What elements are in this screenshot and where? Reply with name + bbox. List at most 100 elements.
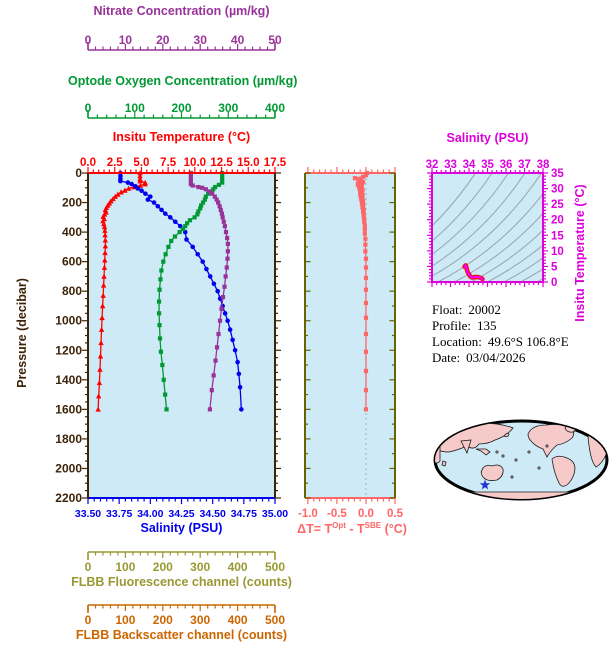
nitrate-marker <box>219 306 224 312</box>
oxygen-marker <box>157 323 162 328</box>
pressure-tick-label: 0 <box>75 166 82 180</box>
nitrate-tick-label: 10 <box>119 33 133 47</box>
delta-t-marker <box>359 183 365 188</box>
nitrate-marker <box>216 200 221 205</box>
ts-salinity-tick-label: 34 <box>463 159 476 171</box>
oxygen-marker <box>199 203 204 208</box>
salinity-marker <box>143 191 148 196</box>
salinity-tick-label: 33.50 <box>75 508 101 520</box>
delta-t-marker <box>363 275 369 280</box>
ts-contour-line <box>432 173 477 227</box>
nitrate-marker <box>214 345 220 350</box>
oxygen-marker <box>177 229 182 235</box>
temperature-marker <box>95 406 101 412</box>
nitrate-tick-label: 50 <box>268 33 282 47</box>
nitrate-tick-label: 20 <box>156 33 170 47</box>
backscatter-tick-label: 500 <box>265 613 285 627</box>
nitrate-marker <box>225 249 230 254</box>
salinity-marker <box>195 251 201 257</box>
temperature-tick-label: 12.5 <box>210 157 233 169</box>
delta-t-marker <box>358 191 363 196</box>
pressure-tick-label: 2200 <box>55 491 82 505</box>
map-float-star <box>479 479 491 490</box>
map-land-south-america <box>551 455 576 487</box>
temperature-marker <box>96 379 103 386</box>
ts-salinity-tick-label: 35 <box>481 159 494 171</box>
info-profile-value: 135 <box>477 318 497 333</box>
nitrate-marker <box>188 174 193 179</box>
temperature-marker <box>102 237 109 243</box>
delta-t-marker <box>363 236 368 241</box>
oxygen-tick-label: 100 <box>125 101 145 115</box>
nitrate-marker <box>209 388 214 393</box>
temperature-marker <box>142 181 148 187</box>
delta-t-marker <box>360 188 365 193</box>
ts-contour-line <box>432 173 526 267</box>
nitrate-marker <box>214 197 219 202</box>
temperature-marker <box>99 303 106 309</box>
temperature-marker <box>97 366 103 372</box>
temperature-marker <box>98 326 105 332</box>
nitrate-marker <box>220 294 226 300</box>
pressure-tick-label: 400 <box>62 225 82 239</box>
oxygen-marker <box>209 189 214 194</box>
oxygen-tick-label: 400 <box>265 101 285 115</box>
ts-temperature-tick-label: 5 <box>551 261 558 273</box>
ts-plot-background <box>432 173 543 282</box>
fluorescence-tick-label: 100 <box>115 560 135 574</box>
salinity-marker <box>227 327 233 332</box>
ts-temperature-tick-label: 20 <box>551 215 564 227</box>
nitrate-tick-label: 0 <box>85 33 92 47</box>
map-land-india <box>460 439 472 455</box>
fluorescence-tick-label: 200 <box>153 560 173 574</box>
backscatter-axis-title: FLBB Backscatter channel (counts) <box>75 628 288 642</box>
temperature-marker <box>95 393 102 399</box>
ts-salinity-tick-label: 37 <box>518 159 531 171</box>
temperature-marker <box>100 282 107 288</box>
delta-t-marker <box>362 216 367 221</box>
oxygen-axis-title: Optode Oxygen Concentration (µm/kg) <box>68 74 298 88</box>
map-land-north-america <box>527 424 575 458</box>
salinity-marker <box>151 200 157 205</box>
pressure-tick-label: 600 <box>62 255 82 269</box>
info-float-label: Float: <box>432 302 463 317</box>
temperature-marker <box>102 227 108 233</box>
temperature-tick-label: 10.0 <box>184 157 206 169</box>
delta-t-marker <box>363 407 369 412</box>
delta-t-marker <box>357 186 362 192</box>
pressure-tick-label: 1200 <box>55 343 82 357</box>
temperature-marker <box>102 232 108 238</box>
temperature-marker <box>101 264 108 270</box>
ts-contour-line <box>469 229 543 282</box>
delta-t-marker <box>362 219 367 224</box>
oxygen-marker <box>216 182 221 187</box>
pressure-tick-label: 1000 <box>55 314 82 328</box>
nitrate-marker <box>225 241 230 247</box>
map-land-madagascar <box>441 460 447 467</box>
ts-salinity-tick-label: 38 <box>537 159 550 171</box>
map-island <box>495 450 499 454</box>
oxygen-marker <box>180 227 186 232</box>
delta-t-plot-background <box>305 173 395 498</box>
delta-t-marker <box>360 174 366 179</box>
nitrate-axis-title: Nitrate Concentration (µm/kg) <box>93 4 270 18</box>
info-date-value: 03/04/2026 <box>466 350 526 365</box>
ts-contour-line <box>436 192 543 282</box>
salinity-marker <box>159 207 164 213</box>
ts-temperature-axis-title: Insitu Temperature (°C) <box>573 184 587 322</box>
info-profile-label: Profile: <box>432 318 471 333</box>
ts-salinity-axis-title: Salinity (PSU) <box>446 131 529 145</box>
salinity-marker <box>162 211 168 216</box>
salinity-marker <box>222 311 228 316</box>
oxygen-marker <box>172 234 178 239</box>
nitrate-marker <box>196 184 201 190</box>
temperature-marker <box>122 187 128 193</box>
temperature-marker <box>118 189 124 195</box>
nitrate-marker <box>220 215 225 220</box>
info-location-value: 49.6°S 106.8°E <box>487 334 569 349</box>
pressure-tick-label: 200 <box>62 196 82 210</box>
oxygen-marker <box>161 377 166 382</box>
oxygen-marker <box>156 299 162 304</box>
salinity-tick-label: 35.00 <box>262 508 288 520</box>
nitrate-marker <box>217 318 223 323</box>
